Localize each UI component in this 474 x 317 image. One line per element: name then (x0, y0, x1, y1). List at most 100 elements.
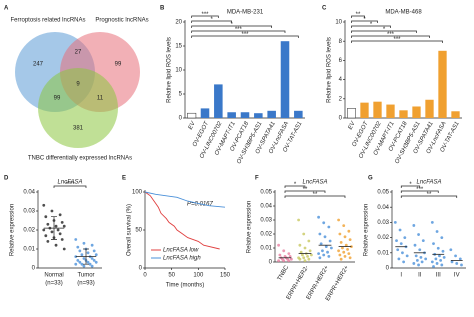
significance-bracket (351, 35, 430, 38)
data-point (347, 252, 351, 256)
chart-title: LncFASA (58, 180, 83, 186)
data-point (343, 235, 347, 239)
venn-count: 27 (75, 50, 82, 56)
data-point (282, 249, 286, 253)
data-point (438, 254, 441, 258)
y-tick-label: 0 (32, 266, 36, 272)
data-point (50, 209, 54, 213)
y-axis-label: Relative expression (364, 204, 370, 256)
data-point (450, 260, 454, 264)
x-tick-label: II (418, 273, 422, 279)
data-point (82, 257, 86, 260)
chart-title: LncFASA (417, 180, 442, 186)
data-point (80, 262, 84, 266)
data-point (432, 242, 435, 246)
y-axis-label: Relative expression (10, 204, 16, 256)
data-point (397, 257, 401, 261)
x-tick-label: EV (188, 120, 198, 131)
data-point (46, 222, 50, 226)
y-tick-label: 6 (339, 58, 343, 64)
significance-label: *** (387, 32, 395, 38)
bar (425, 99, 434, 118)
data-point (348, 238, 352, 242)
data-point (395, 239, 398, 243)
data-point (430, 260, 434, 264)
data-point (441, 249, 445, 253)
venn-set-label: Ferroptosis related lncRNAs (10, 18, 85, 24)
x-tick-label: 100 (193, 273, 204, 279)
bar (373, 101, 382, 118)
y-tick-label: 0.02 (377, 235, 389, 241)
venn-set-label: Prognostic lncRNAs (95, 18, 148, 24)
y-axis-label: Relative expression (247, 201, 253, 253)
data-point (92, 259, 96, 262)
data-point (343, 255, 347, 258)
data-point (82, 264, 86, 268)
data-point (341, 246, 344, 250)
significance-label: ** (427, 192, 432, 198)
y-tick-label: 0.01 (23, 247, 35, 253)
significance-bracket (351, 30, 417, 33)
y-tick-label: 0 (386, 266, 390, 272)
y-tick-label: 0 (269, 260, 273, 266)
data-point (337, 249, 340, 253)
data-point (403, 236, 407, 240)
bar (412, 106, 421, 118)
significance-label: * (210, 17, 213, 23)
data-point (393, 221, 397, 224)
significance-bracket (284, 185, 306, 188)
panel-letter: G (368, 176, 373, 182)
data-point (302, 232, 306, 236)
data-point (54, 224, 58, 228)
data-point (348, 256, 352, 260)
data-point (92, 249, 96, 253)
data-point (310, 253, 313, 257)
y-tick-label: 0.02 (23, 228, 35, 234)
data-point (455, 262, 459, 265)
significance-bracket (400, 185, 421, 188)
data-point (94, 253, 98, 257)
data-point (405, 254, 409, 258)
annotation: P=0.0167 (187, 202, 214, 208)
data-point (339, 241, 343, 244)
data-point (307, 257, 311, 261)
bar (399, 110, 408, 118)
venn-count: 99 (115, 62, 122, 68)
data-point (90, 243, 94, 247)
data-point (308, 249, 312, 253)
significance-label: ** (303, 187, 308, 193)
data-point (298, 243, 302, 247)
data-point (418, 248, 422, 252)
data-point (346, 248, 349, 251)
significance-bracket (284, 195, 346, 198)
data-point (347, 229, 351, 233)
significance-label: * (383, 27, 386, 33)
data-point (417, 263, 420, 267)
panel-letter: B (160, 6, 165, 12)
venn-count: 381 (73, 126, 84, 132)
data-point (287, 259, 291, 262)
significance-bracket (191, 35, 299, 38)
significance-bracket (400, 190, 439, 193)
data-point (324, 245, 328, 249)
data-point (322, 221, 326, 225)
y-axis-label: Relative lipid ROS levels (167, 37, 173, 103)
data-point (58, 232, 62, 236)
data-point (440, 236, 444, 240)
panel-letter: A (4, 6, 9, 12)
survival-curve (144, 191, 220, 250)
significance-label: *** (201, 12, 209, 18)
panel-letter: D (4, 176, 9, 182)
y-tick-label: 0.01 (260, 246, 272, 252)
data-point (277, 259, 280, 262)
data-point (74, 262, 78, 266)
data-point (330, 246, 333, 250)
data-point (327, 255, 331, 258)
significance-bracket (351, 40, 443, 43)
data-point (46, 240, 50, 243)
bar (386, 104, 395, 118)
data-point (42, 228, 46, 232)
venn-count: 11 (97, 96, 104, 102)
data-point (90, 257, 94, 260)
data-point (278, 253, 282, 257)
